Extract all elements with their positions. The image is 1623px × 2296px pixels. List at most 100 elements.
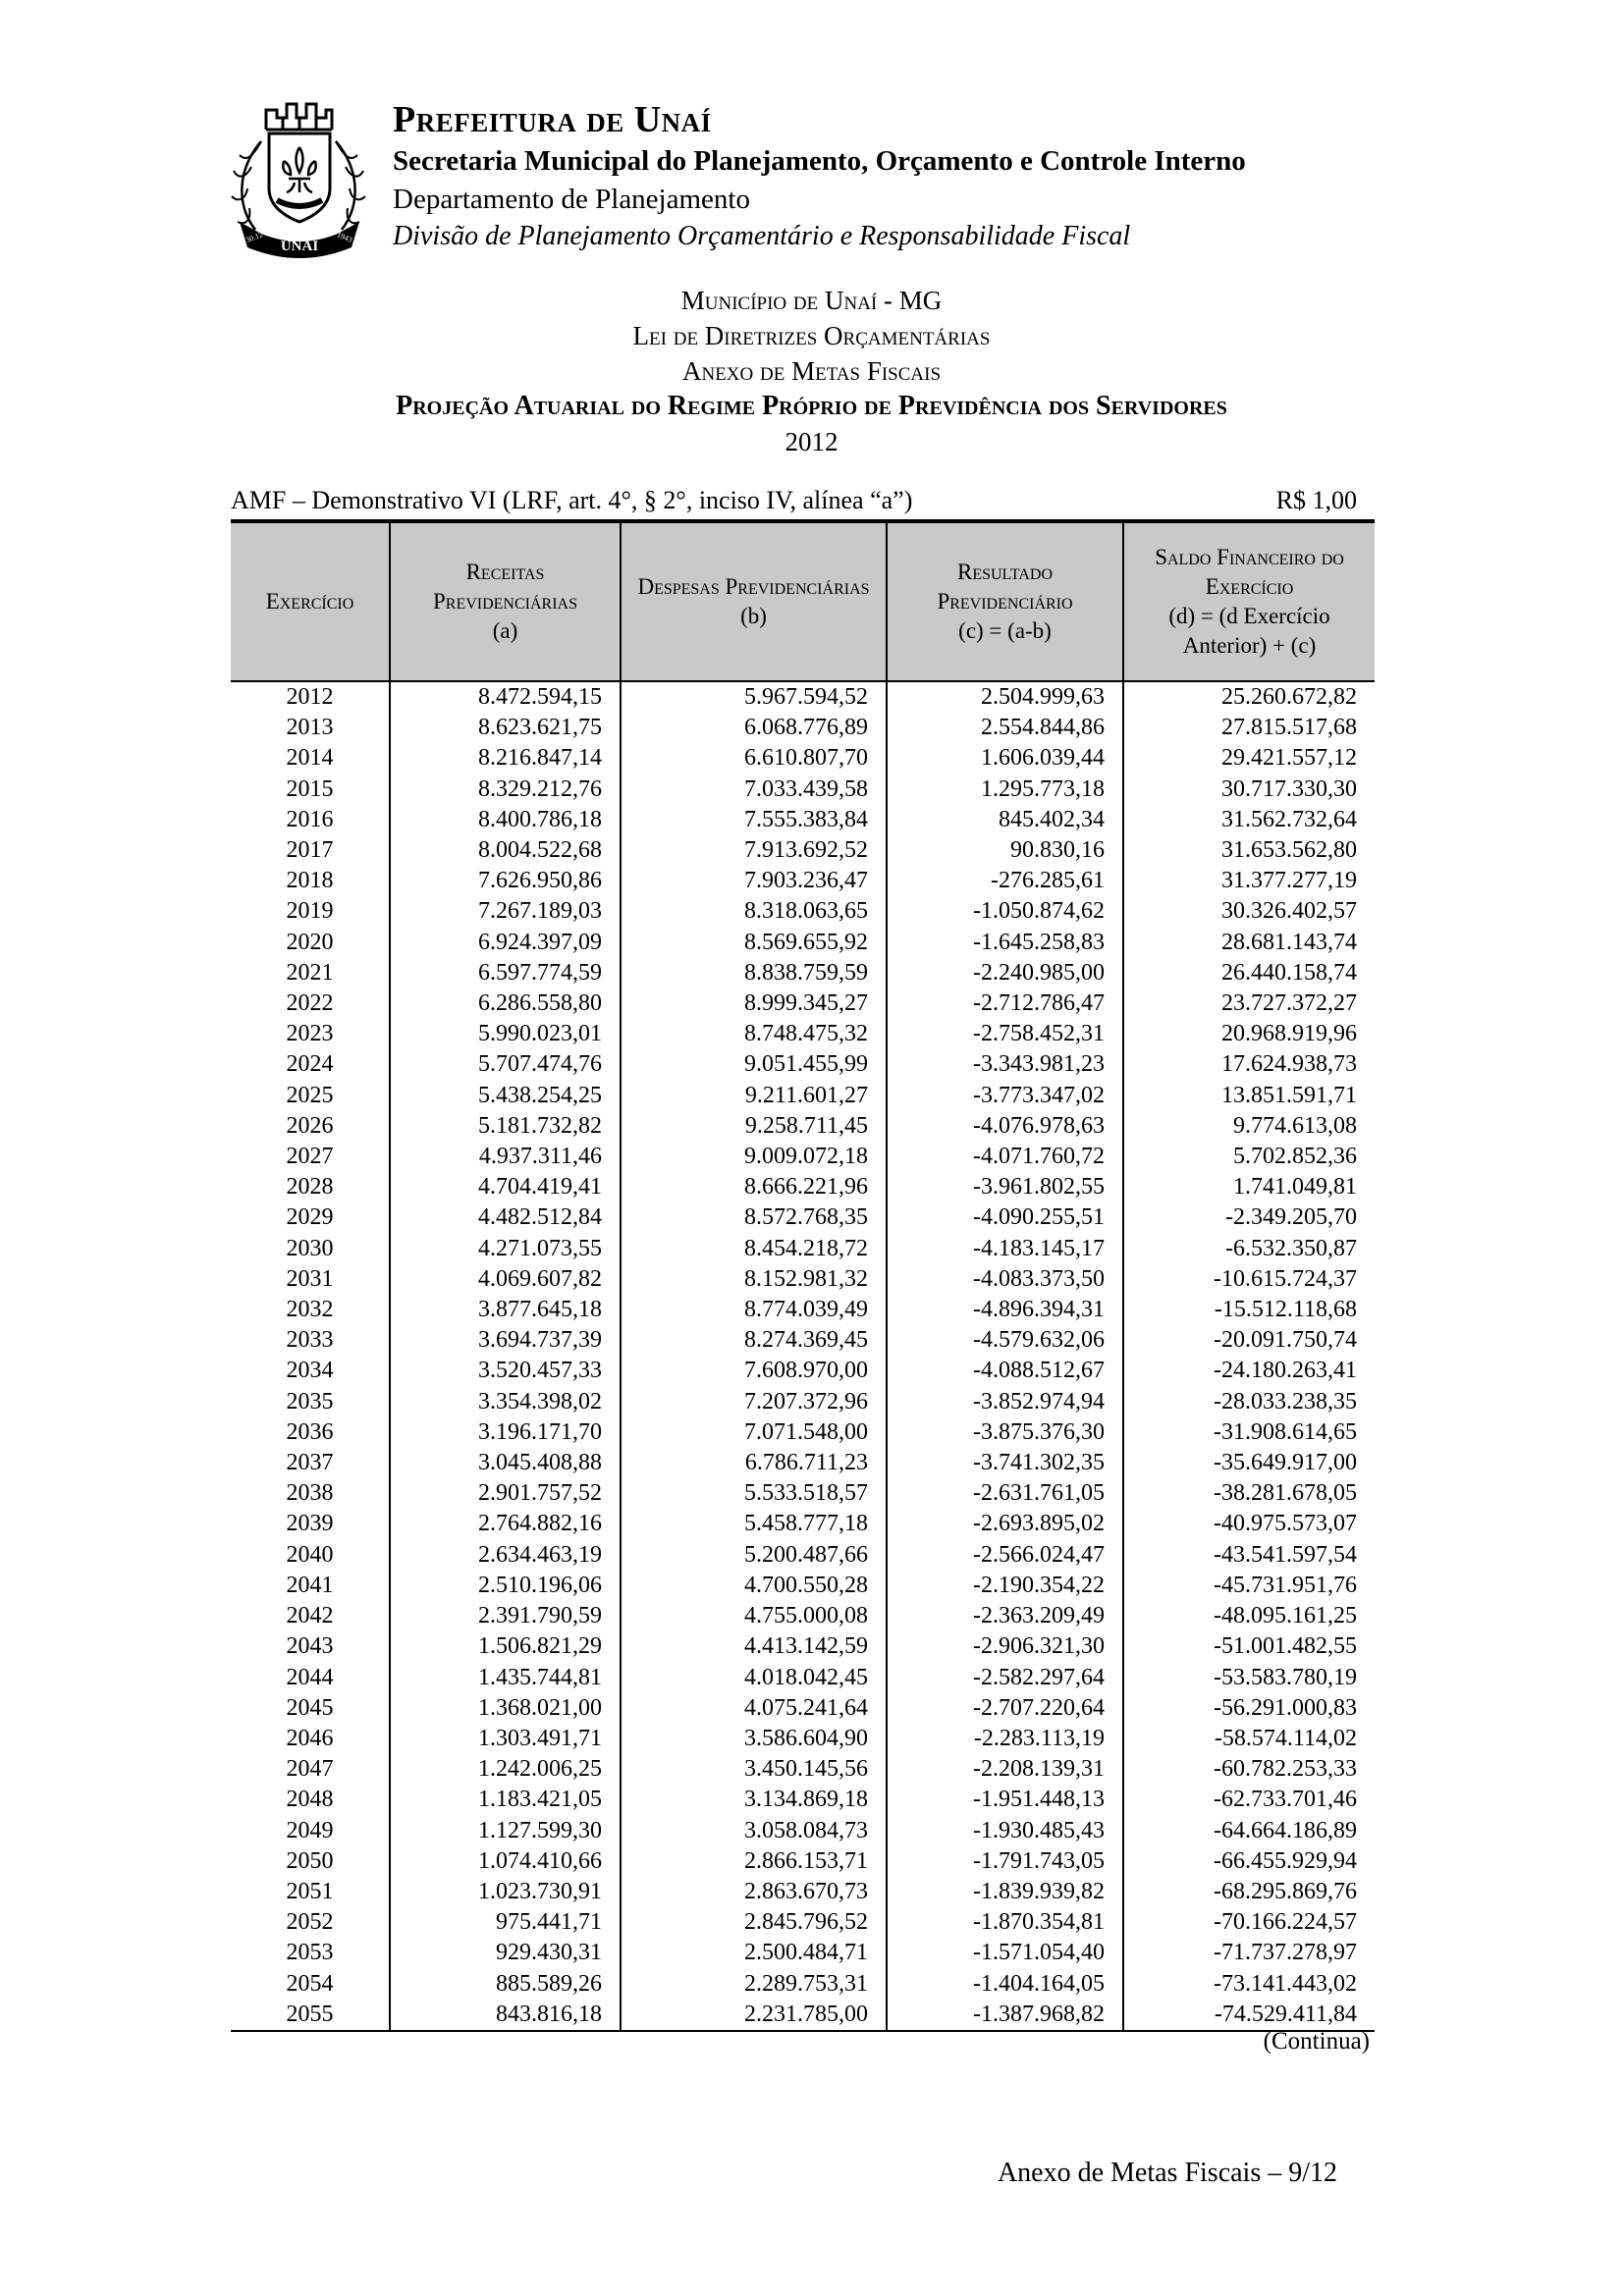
value-cell: 8.329.212,76 bbox=[389, 774, 621, 805]
value-cell: 90.830,16 bbox=[886, 835, 1123, 867]
value-cell: 1.303.491,71 bbox=[389, 1723, 621, 1755]
value-cell: 1.506.821,29 bbox=[389, 1631, 621, 1663]
value-cell: 1.183.421,05 bbox=[389, 1785, 621, 1816]
value-cell: 1.295.773,18 bbox=[886, 774, 1123, 805]
value-cell: -3.741.302,35 bbox=[886, 1448, 1123, 1479]
actuarial-projection-table: Exercício Receitas Previdenciárias (a) D… bbox=[231, 519, 1375, 2032]
value-cell: -51.001.482,55 bbox=[1122, 1631, 1375, 1663]
value-cell: 3.586.604,90 bbox=[620, 1723, 887, 1755]
value-cell: 8.774.039,49 bbox=[620, 1295, 887, 1326]
year-cell: 2021 bbox=[286, 959, 334, 986]
value-cell: 8.569.655,92 bbox=[620, 927, 887, 958]
year-cell: 2015 bbox=[286, 775, 334, 802]
value-cell: 5.707.474,76 bbox=[389, 1049, 621, 1081]
crown-icon bbox=[264, 102, 334, 130]
year-cell: 2038 bbox=[286, 1480, 334, 1507]
value-cell: 8.004.522,68 bbox=[389, 835, 621, 867]
value-cell: -1.870.354,81 bbox=[886, 1907, 1123, 1939]
value-cell: 31.377.277,19 bbox=[1122, 866, 1375, 897]
value-cell: -2.208.139,31 bbox=[886, 1754, 1123, 1786]
value-cell: 3.354.398,02 bbox=[389, 1386, 621, 1417]
value-cell: -2.712.786,47 bbox=[886, 988, 1123, 1020]
year-cell: 2018 bbox=[286, 868, 334, 894]
value-cell: -1.791.743,05 bbox=[886, 1845, 1123, 1877]
column-header-despesas: Despesas Previdenciárias (b) bbox=[620, 521, 887, 682]
value-cell: -38.281.678,05 bbox=[1122, 1478, 1375, 1510]
table-row: 2046 1.303.491,71 3.586.604,90 -2.283.113,1… bbox=[231, 1723, 1375, 1755]
column-header-exercicio: Exercício bbox=[231, 521, 390, 682]
value-cell: 30.326.402,57 bbox=[1122, 896, 1375, 928]
value-cell: 2.901.757,52 bbox=[389, 1478, 621, 1510]
value-cell: 9.009.072,18 bbox=[620, 1142, 887, 1173]
value-cell: -28.033.238,35 bbox=[1122, 1386, 1375, 1417]
value-cell: 2.504.999,63 bbox=[886, 681, 1123, 714]
year-cell: 2016 bbox=[286, 806, 334, 832]
year-cell: 2048 bbox=[286, 1787, 334, 1813]
table-row: 2042 2.391.790,59 4.755.000,08 -2.363.209,4… bbox=[231, 1601, 1375, 1632]
value-cell: 3.520.457,33 bbox=[389, 1356, 621, 1387]
value-cell: -4.579.632,06 bbox=[886, 1325, 1123, 1357]
value-cell: 23.727.372,27 bbox=[1122, 988, 1375, 1020]
title-municipio: Município de Unaí - MG bbox=[680, 286, 943, 315]
document-titles: Município de Unaí - MG Lei de Diretrizes… bbox=[0, 283, 1623, 459]
value-cell: 1.242.006,25 bbox=[389, 1754, 621, 1786]
org-department: Departamento de Planejamento bbox=[393, 184, 750, 215]
value-cell: -66.455.929,94 bbox=[1122, 1845, 1375, 1877]
table-row: 2049 1.127.599,30 3.058.084,73 -1.930.485,4… bbox=[231, 1815, 1375, 1846]
value-cell: 8.216.847,14 bbox=[389, 743, 621, 774]
value-cell: -2.566.024,47 bbox=[886, 1539, 1123, 1571]
value-cell: 4.069.607,82 bbox=[389, 1263, 621, 1296]
value-cell: -2.283.113,19 bbox=[886, 1723, 1123, 1755]
value-cell: 31.562.732,64 bbox=[1122, 804, 1375, 836]
value-cell: -40.975.573,07 bbox=[1122, 1509, 1375, 1540]
year-cell: 2029 bbox=[286, 1204, 334, 1231]
value-cell: 7.033.439,58 bbox=[620, 774, 887, 805]
value-cell: -43.541.597,54 bbox=[1122, 1539, 1375, 1571]
table-row: 2047 1.242.006,25 3.450.145,56 -2.208.139,3… bbox=[231, 1754, 1375, 1786]
year-cell: 2044 bbox=[286, 1664, 334, 1690]
value-cell: -3.961.802,55 bbox=[886, 1172, 1123, 1203]
value-cell: -3.773.347,02 bbox=[886, 1080, 1123, 1111]
value-cell: 20.968.919,96 bbox=[1122, 1019, 1375, 1050]
value-cell: 27.815.517,68 bbox=[1122, 713, 1375, 744]
table-row: 2055 843.816,18 2.231.785,00 -1.387.968,82-… bbox=[231, 1999, 1375, 2031]
value-cell: 4.755.000,08 bbox=[620, 1601, 887, 1632]
value-cell: 3.058.084,73 bbox=[620, 1815, 887, 1846]
value-cell: 2.500.484,71 bbox=[620, 1938, 887, 1969]
table-row: 2052 975.441,71 2.845.796,52 -1.870.354,81-… bbox=[231, 1907, 1375, 1939]
value-cell: -4.083.373,50 bbox=[886, 1263, 1123, 1296]
table-row: 2045 1.368.021,00 4.075.241,64 -2.707.220,6… bbox=[231, 1692, 1375, 1724]
value-cell: -35.649.917,00 bbox=[1122, 1448, 1375, 1479]
year-cell: 2040 bbox=[286, 1541, 334, 1568]
value-cell: 1.741.049,81 bbox=[1122, 1172, 1375, 1203]
value-cell: -68.295.869,76 bbox=[1122, 1876, 1375, 1908]
value-cell: -1.951.448,13 bbox=[886, 1785, 1123, 1816]
continuation-note: (Continua) bbox=[1263, 2028, 1370, 2055]
year-cell: 2039 bbox=[286, 1511, 334, 1537]
value-cell: -276.285,61 bbox=[886, 866, 1123, 897]
value-cell: 7.626.950,86 bbox=[389, 866, 621, 897]
table-row: 2050 1.074.410,66 2.866.153,71 -1.791.743,0… bbox=[231, 1845, 1375, 1877]
value-cell: -71.737.278,97 bbox=[1122, 1938, 1375, 1969]
year-cell: 2017 bbox=[286, 837, 334, 864]
year-cell: 2037 bbox=[286, 1450, 334, 1476]
value-cell: 2.510.196,06 bbox=[389, 1570, 621, 1602]
table-row: 2038 2.901.757,52 5.533.518,57 -2.631.761,0… bbox=[231, 1478, 1375, 1510]
value-cell: 8.748.475,32 bbox=[620, 1019, 887, 1050]
year-cell: 2012 bbox=[286, 684, 334, 710]
value-cell: 3.694.737,39 bbox=[389, 1325, 621, 1357]
value-cell: 1.606.039,44 bbox=[886, 743, 1123, 774]
value-cell: 3.045.408,88 bbox=[389, 1448, 621, 1479]
column-header-receitas: Receitas Previdenciárias (a) bbox=[389, 521, 621, 682]
value-cell: 4.413.142,59 bbox=[620, 1631, 887, 1663]
org-secretariat: Secretaria Municipal do Planejamento, Or… bbox=[393, 145, 1246, 177]
value-cell: 13.851.591,71 bbox=[1122, 1080, 1375, 1111]
column-header-resultado: Resultado Previdenciário (c) = (a-b) bbox=[886, 521, 1123, 682]
table-header-row: Exercício Receitas Previdenciárias (a) D… bbox=[231, 521, 1375, 682]
year-cell: 2013 bbox=[286, 715, 334, 741]
table-row: 2040 2.634.463,19 5.200.487,66 -2.566.024,4… bbox=[231, 1539, 1375, 1571]
value-cell: -2.349.205,70 bbox=[1122, 1202, 1375, 1234]
table-row: 2022 6.286.558,80 8.999.345,27 -2.712.786,4… bbox=[231, 988, 1375, 1020]
value-cell: -73.141.443,02 bbox=[1122, 1968, 1375, 2000]
